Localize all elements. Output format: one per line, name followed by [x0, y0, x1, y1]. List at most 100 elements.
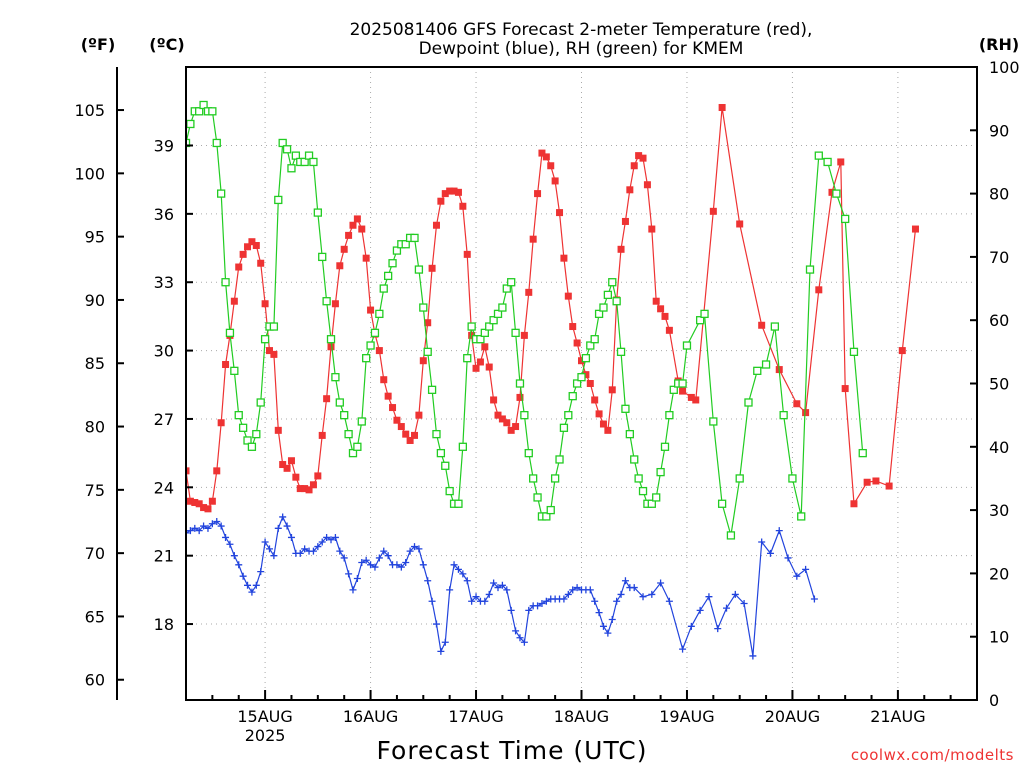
x-tick-label: 15AUG: [237, 707, 292, 726]
rh-point: [485, 322, 494, 331]
dewpoint-point: [230, 552, 238, 560]
dewpoint-point: [217, 522, 225, 530]
dewpoint-point: [226, 540, 234, 548]
rh-tick-label: 40: [989, 438, 1009, 457]
temperature-point: [556, 209, 564, 217]
rh-point: [383, 271, 393, 281]
rh-point: [427, 385, 437, 394]
rh-point: [625, 429, 634, 439]
dewpoint-point: [687, 622, 695, 630]
rh-point: [282, 145, 292, 154]
dewpoint-point: [353, 574, 361, 582]
dewpoint-point: [415, 545, 423, 553]
rh-point: [274, 195, 283, 205]
temperature-point: [353, 215, 361, 223]
x-tick-sublabel: 2025: [245, 726, 286, 745]
dewpoint-point: [503, 586, 511, 594]
dewpoint-point: [705, 593, 713, 601]
chart-title-line-2: Dewpoint (blue), RH (green) for KMEM: [419, 39, 744, 59]
rh-point: [304, 151, 314, 160]
dewpoint-point: [270, 552, 278, 560]
c-tick-label: 36: [154, 205, 174, 224]
dewpoint-point: [380, 547, 388, 555]
temperature-point: [709, 207, 717, 215]
rh-point: [511, 328, 520, 338]
temperature-point: [274, 426, 282, 434]
rh-point: [331, 373, 340, 382]
temperature-point: [560, 254, 568, 262]
f-tick-label: 90: [85, 291, 105, 310]
rh-tick-label: 60: [989, 311, 1009, 330]
rh-point: [370, 328, 380, 338]
temperature-point: [898, 347, 906, 355]
fahrenheit-unit-label: (ºF): [81, 35, 116, 54]
rh-point: [608, 278, 617, 287]
dewpoint-point: [723, 604, 731, 612]
rh-point: [638, 486, 648, 496]
temperature-point: [327, 343, 335, 351]
dewpoint-point: [191, 524, 199, 532]
rh-point: [480, 328, 489, 338]
dewpoint-point: [222, 533, 230, 541]
rh-point: [335, 398, 344, 407]
temperature-point: [419, 357, 427, 365]
temperature-point: [828, 188, 836, 196]
f-tick-label: 60: [85, 671, 105, 690]
temperature-point: [252, 242, 260, 250]
rh-point: [590, 335, 599, 344]
rh-point: [300, 157, 309, 167]
c-tick-label: 39: [154, 136, 174, 155]
temperature-point: [411, 431, 419, 439]
rh-point: [647, 499, 656, 508]
rh-point: [379, 284, 388, 293]
f-tick-label: 80: [85, 418, 105, 437]
rh-point: [700, 309, 709, 319]
rh-point: [841, 214, 850, 224]
rh-point: [656, 467, 665, 477]
temperature-point: [802, 409, 810, 417]
dewpoint-point: [213, 517, 221, 525]
temperature-point: [393, 416, 401, 424]
dewpoint-point: [424, 577, 432, 585]
temperature-point: [542, 153, 550, 161]
rh-point: [278, 138, 287, 148]
dewpoint-point: [481, 597, 489, 605]
temperature-point: [437, 197, 445, 205]
temperature-point: [573, 339, 581, 347]
temperature-point: [599, 420, 607, 428]
temperature-point: [863, 478, 871, 486]
temperature-point: [885, 482, 893, 490]
rh-point: [234, 410, 243, 420]
rh-tick-label: 10: [989, 628, 1009, 647]
dewpoint-point: [525, 606, 533, 614]
rh-point: [634, 474, 643, 483]
rh-point: [515, 379, 525, 388]
temperature-point: [665, 326, 673, 334]
dewpoint-point: [406, 547, 414, 555]
temperature-point: [639, 154, 647, 162]
dewpoint-point: [239, 572, 247, 580]
dewpoint-point: [621, 577, 629, 585]
temperature-point: [472, 364, 480, 372]
temperature-point: [490, 396, 498, 404]
dewpoint-point: [604, 629, 612, 637]
temperature-point: [441, 190, 449, 198]
dewpoint-point: [639, 593, 647, 601]
rh-point: [568, 392, 577, 401]
temperature-point: [270, 350, 278, 358]
dewpoint-point: [758, 538, 766, 546]
dewpoint-point: [731, 590, 739, 598]
temperature-point: [547, 162, 555, 170]
rh-series: [186, 100, 867, 540]
rh-point: [238, 423, 248, 432]
dewpoint-point: [810, 595, 818, 603]
dewpoint-point: [186, 529, 190, 537]
rh-point: [419, 303, 428, 312]
dewpoint-point: [265, 545, 273, 553]
temperature-point: [516, 393, 524, 401]
temperature-point: [512, 423, 520, 431]
dewpoint-point: [358, 559, 366, 567]
c-tick-label: 21: [154, 547, 174, 566]
temperature-point: [551, 177, 559, 185]
dewpoint-point: [195, 527, 203, 535]
